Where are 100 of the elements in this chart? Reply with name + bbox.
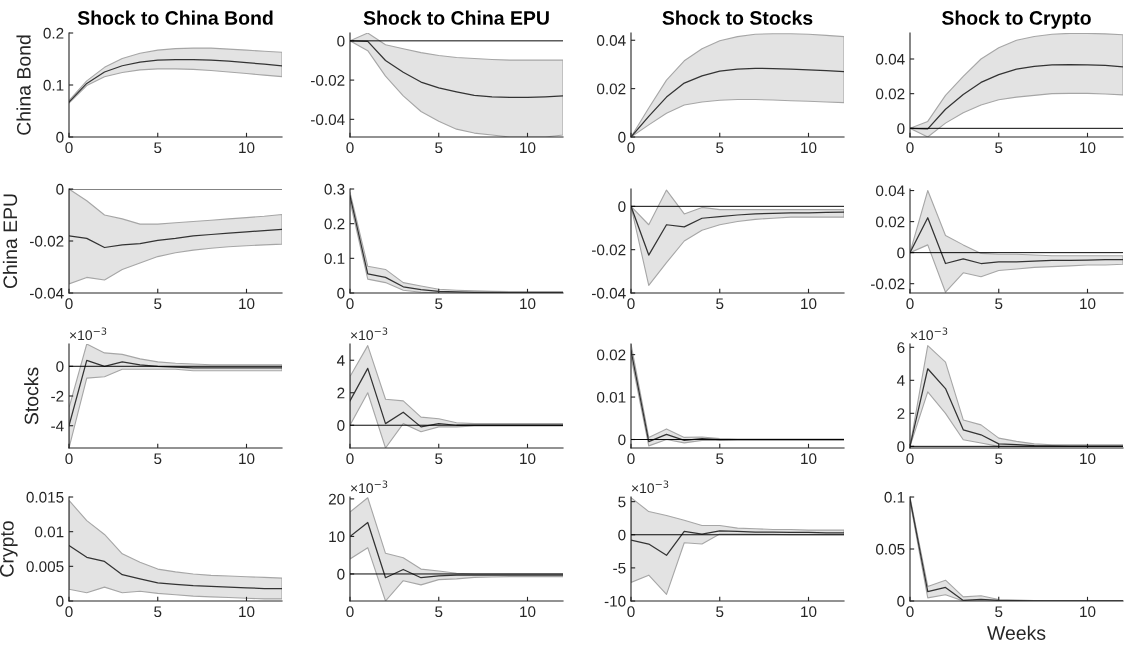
y-tick-label: 4 — [336, 355, 345, 366]
y-tick-label: 0 — [618, 131, 626, 143]
y-axis-title: China EPU — [2, 194, 18, 289]
y-tick-label: 0.005 — [26, 561, 64, 573]
x-tick-label: 5 — [995, 453, 1003, 465]
x-tick-label: 5 — [995, 142, 1003, 154]
x-tick-label: 0 — [906, 453, 914, 465]
x-tick-label: 5 — [995, 298, 1003, 310]
y-tick-label: 20 — [328, 493, 345, 505]
y-tick-label: -10 — [604, 595, 626, 607]
y-tick-label: -2 — [51, 390, 64, 402]
text: ×10$^{−3}$ — [69, 327, 107, 341]
x-tick-label: 0 — [627, 453, 635, 465]
text: ×10$^{−3}$ — [910, 327, 948, 341]
y-tick-label: 0.04 — [876, 53, 905, 65]
x-tick-label: 5 — [716, 142, 724, 154]
x-tick-label: 0 — [65, 453, 73, 465]
x-tick-label: 10 — [239, 606, 255, 618]
x-tick-label: 0 — [346, 606, 354, 618]
chart-title: Shock to China EPU — [363, 10, 549, 25]
y-axis-title: Crypto — [0, 521, 18, 577]
x-tick-label: 0 — [346, 142, 354, 154]
x-tick-label: 0 — [906, 298, 914, 310]
y-tick-label: 0.02 — [876, 88, 905, 100]
x-tick-label: 10 — [239, 453, 255, 465]
y-tick-label: 0 — [897, 441, 905, 453]
y-tick-label: 10 — [329, 531, 345, 543]
x-tick-label: 5 — [716, 298, 724, 310]
y-tick-label: 0.1 — [324, 253, 345, 265]
y-tick-label: 0 — [897, 123, 905, 135]
x-tick-label: 10 — [239, 142, 255, 154]
y-tick-label: 2 — [897, 408, 905, 419]
text: ×10$^{−3}$ — [631, 480, 669, 494]
x-tick-label: 5 — [435, 606, 443, 618]
y-tick-label: 0 — [56, 361, 64, 372]
x-tick-label: 5 — [435, 298, 443, 310]
x-tick-label: 10 — [801, 606, 817, 618]
x-tick-label: 10 — [520, 298, 536, 310]
x-tick-label: 0 — [627, 606, 635, 618]
y-tick-label: 0 — [618, 529, 626, 541]
y-tick-label: -0.02 — [311, 74, 345, 86]
x-tick-label: 0 — [346, 453, 354, 465]
x-tick-label: 5 — [154, 453, 162, 465]
y-tick-label: 5 — [618, 496, 626, 508]
y-tick-label: -0.04 — [592, 287, 626, 299]
y-tick-label: 0 — [337, 568, 345, 580]
y-axis-title: Stocks — [24, 367, 39, 425]
text: ×10$^{−3}$ — [350, 327, 388, 341]
x-tick-label: 10 — [801, 298, 817, 310]
y-tick-label: -0.04 — [30, 287, 64, 299]
x-tick-label: 10 — [1080, 453, 1096, 465]
y-tick-label: 0 — [897, 595, 905, 607]
y-tick-label: -0.02 — [592, 244, 626, 256]
x-tick-label: 0 — [627, 142, 635, 154]
y-tick-label: 0 — [618, 434, 626, 446]
y-tick-label: 0.2 — [324, 218, 345, 230]
x-tick-label: 0 — [627, 298, 635, 310]
y-tick-label: 0.01 — [35, 526, 64, 538]
x-tick-label: 0 — [65, 142, 73, 154]
y-tick-label: 0 — [897, 247, 905, 259]
chart-title: Shock to Crypto — [941, 10, 1091, 29]
y-tick-label: 0 — [56, 183, 64, 195]
y-tick-label: -5 — [613, 562, 626, 574]
x-tick-label: 5 — [154, 606, 162, 618]
x-tick-label: 5 — [435, 142, 443, 154]
y-tick-label: -0.02 — [871, 278, 905, 290]
x-tick-label: 0 — [65, 606, 73, 618]
x-tick-label: 5 — [995, 606, 1003, 618]
x-tick-label: 0 — [906, 142, 914, 154]
y-tick-label: 0 — [618, 201, 626, 213]
y-tick-label: 0 — [337, 420, 345, 431]
x-tick-label: 10 — [520, 453, 536, 465]
y-tick-label: -0.02 — [30, 235, 64, 247]
y-tick-label: 0.02 — [597, 349, 626, 361]
y-tick-label: 0.05 — [876, 543, 905, 555]
y-axis-title: China Bond — [16, 35, 31, 135]
text: ×10$^{−3}$ — [350, 480, 388, 494]
y-tick-label: 0.1 — [884, 491, 905, 503]
y-tick-label: 0 — [56, 595, 64, 607]
y-tick-label: 6 — [897, 342, 905, 353]
x-tick-label: 10 — [801, 453, 817, 465]
y-tick-label: 0.04 — [597, 35, 626, 46]
x-tick-label: 10 — [520, 606, 536, 618]
y-tick-label: 0.02 — [597, 83, 626, 95]
x-tick-label: 0 — [346, 298, 354, 310]
y-tick-label: -4 — [51, 420, 64, 432]
y-tick-label: 0.3 — [324, 183, 345, 195]
y-tick-label: 0 — [337, 287, 345, 299]
y-tick-label: 0.02 — [876, 216, 905, 228]
x-tick-label: 10 — [1080, 142, 1096, 154]
x-tick-label: 0 — [906, 606, 914, 618]
x-tick-label: 5 — [154, 298, 162, 310]
y-tick-label: 4 — [896, 375, 905, 386]
chart-title: Shock to China Bond — [77, 10, 273, 25]
y-tick-label: 0.2 — [43, 27, 64, 39]
y-tick-label: 0 — [337, 35, 345, 47]
y-tick-label: 0.04 — [876, 185, 905, 197]
x-tick-label: 10 — [801, 142, 817, 154]
chart-title: Shock to Stocks — [662, 10, 813, 25]
x-tick-label: 5 — [154, 142, 162, 154]
